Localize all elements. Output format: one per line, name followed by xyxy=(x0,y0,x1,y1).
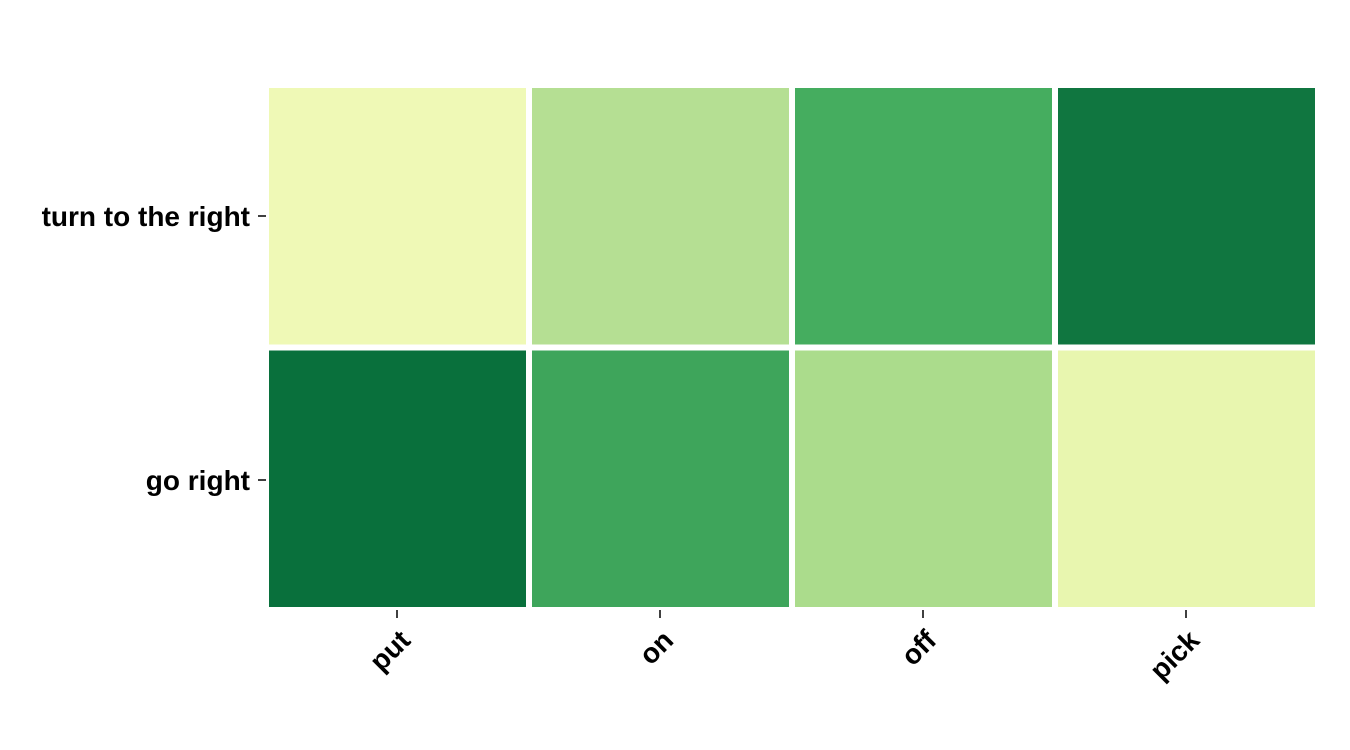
x-tick-label: on xyxy=(633,624,679,670)
x-tick-label: pick xyxy=(1144,624,1206,686)
heatmap-cell xyxy=(269,350,526,607)
heatmap-cell xyxy=(1058,88,1315,345)
heatmap-cell xyxy=(532,88,789,345)
heatmap-cell xyxy=(269,88,526,345)
x-axis: put on off pick xyxy=(364,610,1206,686)
heatmap-cells xyxy=(269,88,1315,607)
y-axis: turn to the right go right xyxy=(42,201,266,496)
heatmap-cell xyxy=(532,350,789,607)
heatmap-cell xyxy=(1058,350,1315,607)
heatmap-cell xyxy=(795,350,1052,607)
x-tick-label: put xyxy=(364,624,417,677)
x-tick-label: off xyxy=(895,624,943,672)
heatmap-cell xyxy=(795,88,1052,345)
y-tick-label: turn to the right xyxy=(42,201,250,232)
y-tick-label: go right xyxy=(146,465,250,496)
